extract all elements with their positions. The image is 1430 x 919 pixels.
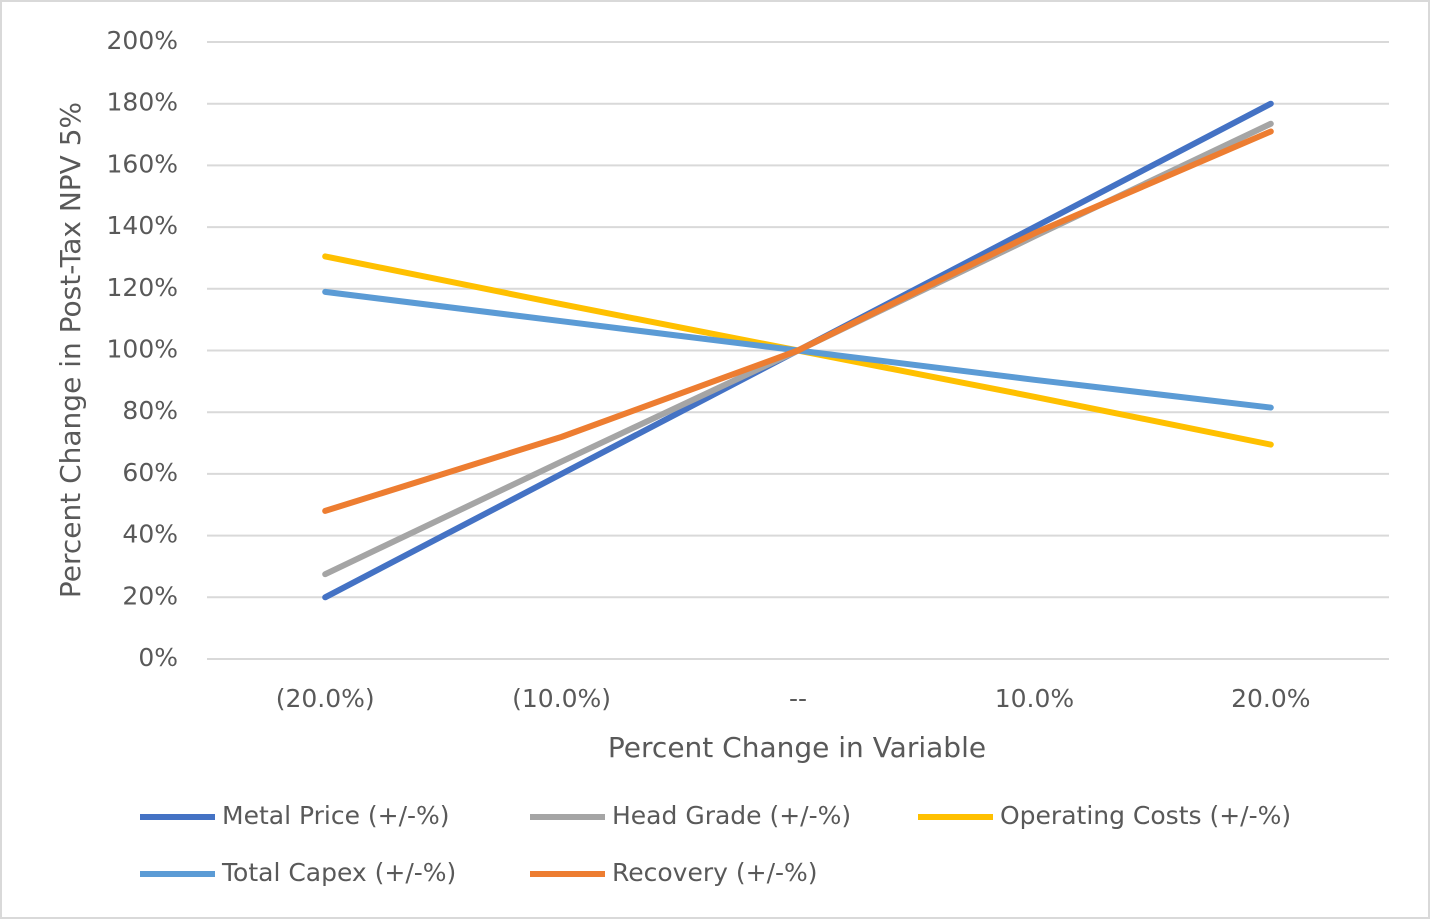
y-tick-label: 200% <box>107 26 178 55</box>
legend-label: Head Grade (+/-%) <box>612 801 851 830</box>
x-axis-title: Percent Change in Variable <box>608 731 986 764</box>
legend-label: Recovery (+/-%) <box>612 858 818 887</box>
legend-label: Operating Costs (+/-%) <box>1000 801 1291 830</box>
x-tick-label: -- <box>789 684 807 713</box>
y-tick-label: 0% <box>138 643 178 672</box>
x-tick-label: 10.0% <box>995 684 1074 713</box>
x-tick-label: (10.0%) <box>512 684 611 713</box>
series-line <box>322 128 1274 514</box>
y-tick-label: 100% <box>107 335 178 364</box>
x-tick-label: 20.0% <box>1231 684 1310 713</box>
x-tick-label: (20.0%) <box>276 684 375 713</box>
y-tick-label: 140% <box>107 211 178 240</box>
y-tick-label: 20% <box>122 581 178 610</box>
y-tick-label: 60% <box>122 458 178 487</box>
y-axis-title: Percent Change in Post-Tax NPV 5% <box>54 102 87 598</box>
y-tick-label: 40% <box>122 520 178 549</box>
legend-label: Total Capex (+/-%) <box>221 858 456 887</box>
y-tick-label: 160% <box>107 149 178 178</box>
y-tick-label: 80% <box>122 396 178 425</box>
legend-label: Metal Price (+/-%) <box>222 801 450 830</box>
y-tick-label: 120% <box>107 273 178 302</box>
y-tick-label: 180% <box>107 88 178 117</box>
